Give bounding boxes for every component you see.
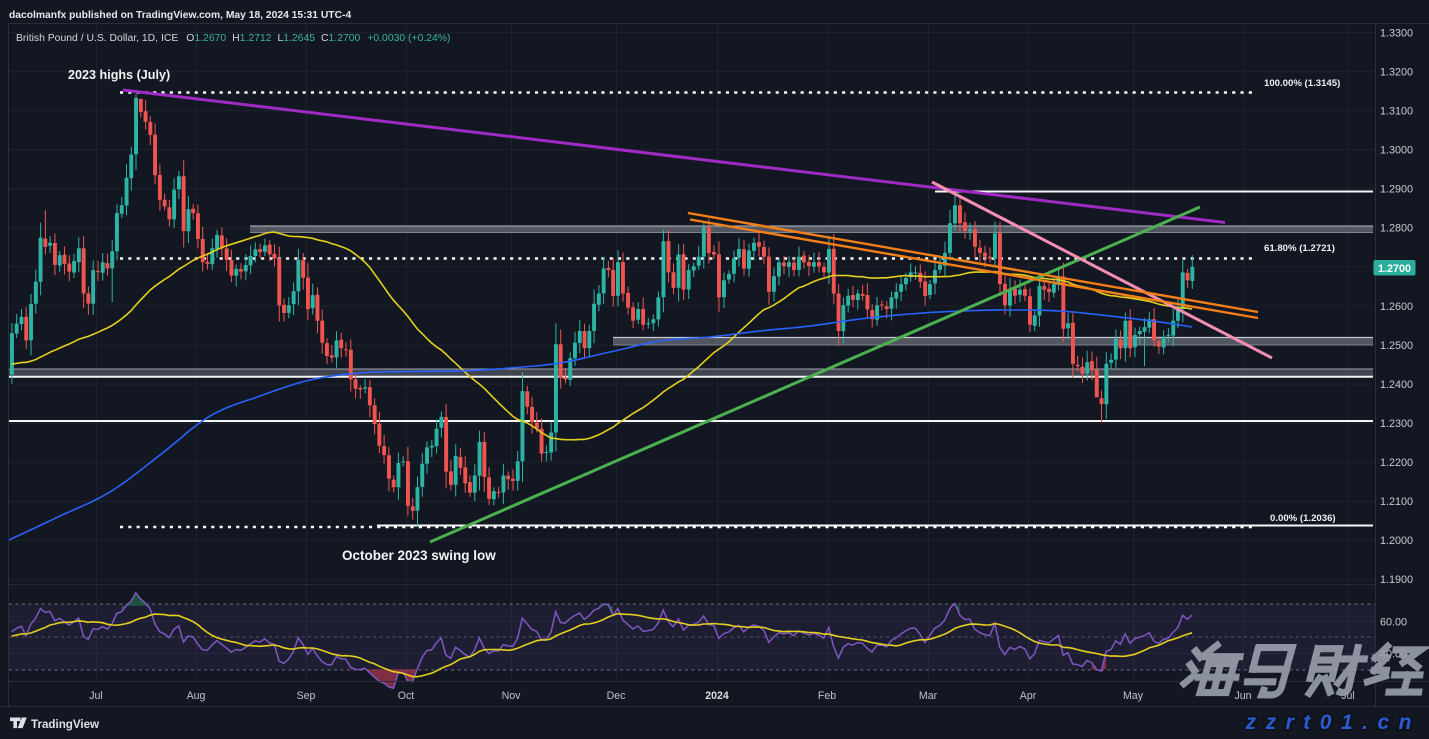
- svg-text:Jul: Jul: [89, 690, 103, 702]
- svg-text:Oct: Oct: [398, 690, 415, 702]
- svg-text:dacolmanfx published on Tradin: dacolmanfx published on TradingView.com,…: [9, 10, 351, 21]
- svg-text:1.2500: 1.2500: [1380, 340, 1413, 352]
- svg-text:Jun: Jun: [1234, 690, 1251, 702]
- svg-text:May: May: [1123, 690, 1144, 702]
- svg-text:1.2700: 1.2700: [1378, 263, 1411, 275]
- svg-text:100.00% (1.3145): 100.00% (1.3145): [1264, 78, 1340, 89]
- svg-text:1.3000: 1.3000: [1380, 145, 1413, 157]
- svg-text:60.00: 60.00: [1380, 617, 1407, 629]
- svg-text:1.2400: 1.2400: [1380, 379, 1413, 391]
- svg-text:Mar: Mar: [919, 690, 938, 702]
- svg-text:Feb: Feb: [818, 690, 836, 702]
- svg-text:1.1900: 1.1900: [1380, 574, 1413, 586]
- svg-text:Sep: Sep: [297, 690, 316, 702]
- svg-text:61.80% (1.2721): 61.80% (1.2721): [1264, 243, 1335, 254]
- svg-text:October 2023 swing low: October 2023 swing low: [342, 548, 496, 563]
- svg-text:British Pound / U.S. Dollar, 1: British Pound / U.S. Dollar, 1D, ICE O1.2…: [16, 33, 451, 44]
- svg-text:Apr: Apr: [1020, 690, 1037, 702]
- svg-text:zzrt01.cn: zzrt01.cn: [1245, 711, 1421, 734]
- svg-text:Dec: Dec: [607, 690, 627, 702]
- svg-text:0.00% (1.2036): 0.00% (1.2036): [1270, 513, 1336, 524]
- svg-text:1.2200: 1.2200: [1380, 457, 1413, 469]
- svg-text:1.2000: 1.2000: [1380, 535, 1413, 547]
- svg-text:1.3200: 1.3200: [1380, 67, 1413, 79]
- svg-text:1.3300: 1.3300: [1380, 27, 1413, 39]
- svg-text:TradingView: TradingView: [31, 718, 100, 731]
- svg-text:1.2600: 1.2600: [1380, 301, 1413, 313]
- svg-text:2024: 2024: [705, 690, 729, 702]
- svg-text:Aug: Aug: [187, 690, 206, 702]
- svg-text:1.2900: 1.2900: [1380, 184, 1413, 196]
- svg-text:2023 highs (July): 2023 highs (July): [68, 68, 170, 82]
- svg-text:1.2100: 1.2100: [1380, 496, 1413, 508]
- svg-text:1.2300: 1.2300: [1380, 418, 1413, 430]
- svg-text:1.2800: 1.2800: [1380, 223, 1413, 235]
- svg-text:1.3100: 1.3100: [1380, 106, 1413, 118]
- svg-text:Nov: Nov: [502, 690, 522, 702]
